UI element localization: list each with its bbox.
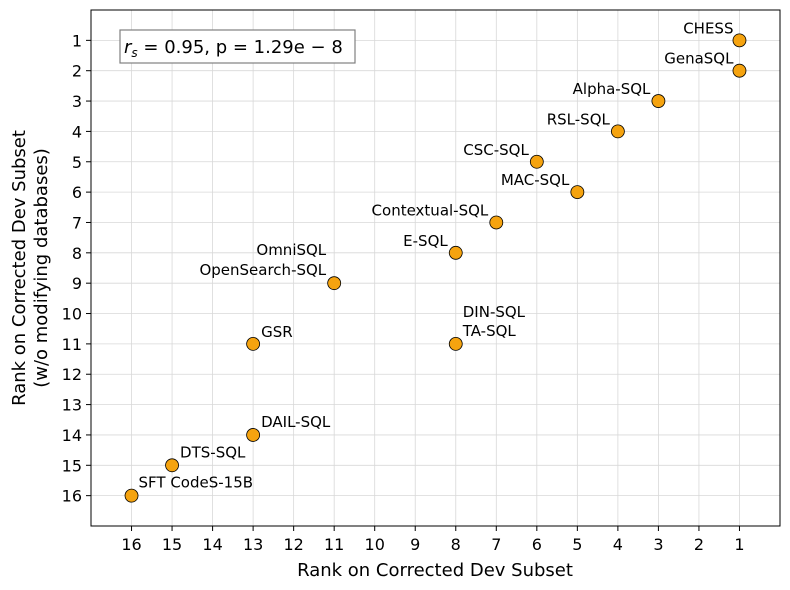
point-label: RSL-SQL — [547, 110, 611, 128]
point-label: MAC-SQL — [501, 171, 570, 189]
x-tick-label: 2 — [694, 535, 704, 554]
annotation-stats: = 0.95, p = 1.29e − 8 — [138, 37, 343, 58]
point-label: SFT CodeS-15B — [139, 474, 254, 492]
x-tick-label: 14 — [202, 535, 222, 554]
y-tick-label: 4 — [72, 122, 82, 141]
data-point — [448, 245, 463, 260]
point-label: DIN-SQL — [463, 303, 526, 321]
point-label: GSR — [261, 323, 293, 341]
y-tick-label: 9 — [72, 274, 82, 293]
data-point — [489, 215, 504, 230]
data-point — [327, 276, 342, 291]
annotation-box — [119, 29, 356, 64]
data-point — [246, 428, 261, 442]
x-tick-label: 4 — [613, 535, 623, 554]
x-tick-label: 13 — [243, 535, 263, 554]
y-tick-label: 7 — [72, 213, 82, 232]
data-point — [448, 336, 463, 351]
data-point — [610, 124, 625, 139]
point-label: DAIL-SQL — [261, 413, 331, 431]
point-label: Alpha-SQL — [573, 80, 651, 98]
y-tick-label: 10 — [62, 305, 82, 324]
data-point — [570, 185, 585, 200]
x-tick-label: 5 — [572, 535, 582, 554]
annotation-text: rs = 0.95, p = 1.29e − 8 — [124, 37, 343, 60]
data-point — [529, 154, 544, 169]
y-tick-label: 12 — [62, 365, 82, 384]
y-tick-label: 2 — [72, 62, 82, 81]
point-label: Contextual-SQL — [372, 201, 489, 219]
data-point — [732, 63, 747, 78]
y-axis-label-line1: Rank on Corrected Dev Subset — [9, 130, 30, 406]
correlation-annotation: rs = 0.95, p = 1.29e − 8 — [119, 29, 356, 64]
data-point — [246, 336, 261, 351]
y-axis-label-line2: (w/o modifying databases) — [31, 148, 52, 388]
data-point — [124, 488, 139, 503]
plot-frame — [90, 9, 781, 527]
x-tick-label: 1 — [734, 535, 744, 554]
y-tick-label: 6 — [72, 183, 82, 202]
y-tick-label: 15 — [62, 456, 82, 475]
y-tick-label: 11 — [62, 335, 82, 354]
x-tick-label: 15 — [162, 535, 182, 554]
x-tick-label: 11 — [324, 535, 344, 554]
y-tick-label: 1 — [72, 31, 82, 50]
y-tick-label: 5 — [72, 153, 82, 172]
point-label: GenaSQL — [664, 50, 734, 68]
point-label: OpenSearch-SQL — [199, 261, 326, 279]
x-tick-label: 7 — [491, 535, 501, 554]
data-points — [124, 33, 747, 503]
x-tick-label: 12 — [283, 535, 303, 554]
x-tick-label: 3 — [653, 535, 663, 554]
x-tick-label: 8 — [451, 535, 461, 554]
y-tick-label: 3 — [72, 92, 82, 111]
y-tick-label: 8 — [72, 244, 82, 263]
y-tick-label: 14 — [62, 426, 82, 445]
data-point — [732, 33, 747, 48]
data-point — [651, 94, 666, 108]
point-label: OmniSQL — [256, 241, 326, 259]
x-tick-label: 16 — [121, 535, 141, 554]
point-label: E-SQL — [403, 232, 448, 250]
annotation-subscript: s — [131, 46, 137, 60]
data-point — [165, 458, 179, 473]
point-label: DTS-SQL — [180, 443, 246, 461]
point-labels: CHESS GenaSQL Alpha-SQL RSL-SQL CSC-SQL MAC-S… — [139, 19, 735, 491]
x-tick-label: 9 — [410, 535, 420, 554]
point-label: CHESS — [683, 19, 733, 37]
point-label: TA-SQL — [462, 322, 517, 340]
y-tick-label: 13 — [62, 396, 82, 415]
grid-lines — [91, 10, 780, 526]
point-label: CSC-SQL — [463, 141, 529, 159]
x-tick-label: 6 — [532, 535, 542, 554]
y-tick-label: 16 — [62, 487, 82, 506]
annotation-prefix: r — [124, 37, 133, 58]
x-axis-label: Rank on Corrected Dev Subset — [297, 560, 573, 581]
x-tick-label: 10 — [365, 535, 385, 554]
